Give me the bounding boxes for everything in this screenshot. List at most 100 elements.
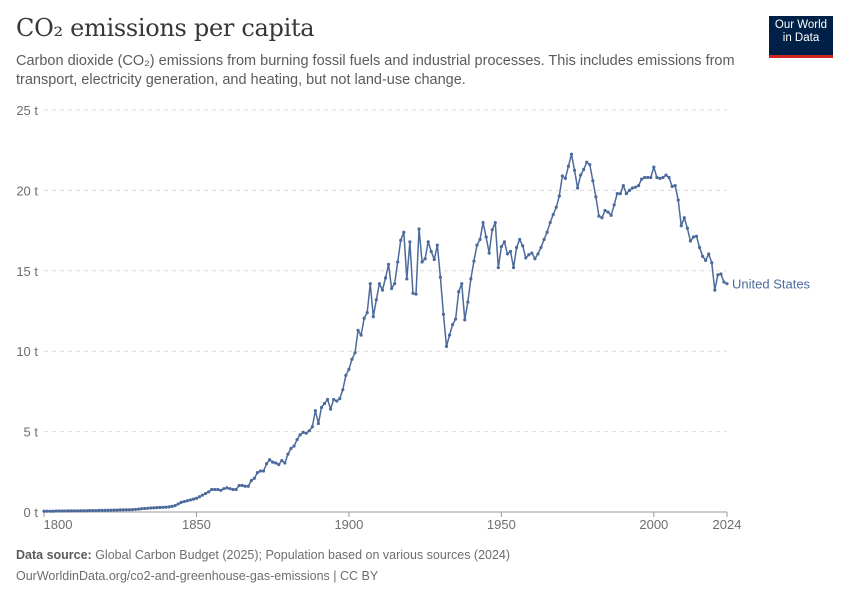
data-point <box>295 438 299 442</box>
data-point <box>588 163 592 167</box>
data-point <box>197 495 202 499</box>
data-point <box>505 252 510 256</box>
data-point <box>100 508 104 512</box>
data-point <box>380 288 385 292</box>
data-point <box>664 173 668 177</box>
data-point <box>575 186 580 190</box>
data-point <box>682 216 686 220</box>
source-url[interactable]: OurWorldinData.org/co2-and-greenhouse-ga… <box>16 569 379 583</box>
data-point <box>274 461 278 465</box>
data-point <box>414 292 418 296</box>
data-point <box>332 397 336 402</box>
data-point <box>579 173 583 177</box>
data-point <box>502 240 507 244</box>
data-point <box>316 421 321 426</box>
data-point <box>78 509 83 513</box>
data-point <box>460 282 464 286</box>
data-point <box>676 198 680 202</box>
data-point <box>496 265 500 270</box>
data-point <box>685 226 689 230</box>
data-point <box>97 508 101 512</box>
data-point <box>359 333 363 337</box>
data-point <box>106 508 110 512</box>
data-point <box>228 487 232 491</box>
data-point <box>429 249 433 254</box>
data-point <box>582 167 586 172</box>
owid-logo[interactable]: Our World in Data <box>769 16 833 58</box>
data-point <box>344 373 348 377</box>
data-point <box>243 484 247 488</box>
data-point <box>118 508 122 512</box>
data-point <box>633 185 638 189</box>
data-point <box>658 176 662 180</box>
data-point <box>246 484 250 488</box>
data-point <box>194 496 199 500</box>
data-point <box>63 509 67 513</box>
data-point <box>240 483 244 488</box>
data-point <box>716 273 720 277</box>
data-point <box>484 235 488 239</box>
data-point <box>569 152 574 156</box>
data-point <box>261 469 266 473</box>
data-point <box>353 351 357 355</box>
data-point <box>722 280 726 284</box>
data-point <box>536 252 540 256</box>
x-tick-label: 1850 <box>182 517 211 532</box>
data-point <box>545 230 549 234</box>
data-point <box>725 282 729 286</box>
data-point <box>707 252 711 256</box>
data-point <box>420 260 424 264</box>
data-point <box>396 260 400 264</box>
data-point <box>188 498 192 502</box>
data-point <box>591 179 595 183</box>
data-point <box>225 486 229 490</box>
data-point <box>704 258 708 262</box>
data-point <box>374 298 378 302</box>
data-point <box>441 312 446 316</box>
data-point <box>417 227 421 231</box>
chart-subtitle: Carbon dioxide (CO₂) emissions from burn… <box>16 53 735 88</box>
x-tick-label: 2024 <box>713 517 742 532</box>
data-point <box>264 462 269 466</box>
data-point <box>533 257 537 261</box>
data-point <box>563 176 567 180</box>
data-point <box>679 224 683 228</box>
y-tick-label: 25 t <box>16 103 38 118</box>
data-point <box>438 275 442 279</box>
data-point <box>66 509 70 513</box>
data-point <box>139 507 144 511</box>
data-point <box>57 509 61 513</box>
data-point <box>54 509 58 513</box>
data-point <box>627 188 632 192</box>
data-point <box>694 234 699 238</box>
data-point <box>450 323 455 327</box>
data-point <box>524 256 528 260</box>
data-point <box>444 344 449 348</box>
data-point <box>179 500 183 504</box>
data-point <box>152 506 156 510</box>
y-tick-label: 15 t <box>16 264 38 279</box>
data-point <box>518 237 522 242</box>
data-point <box>286 452 290 456</box>
data-point <box>322 401 327 406</box>
data-point <box>219 488 223 492</box>
data-point <box>72 509 77 513</box>
data-point <box>82 509 86 513</box>
data-point <box>356 328 360 332</box>
data-point <box>185 499 189 503</box>
data-point <box>329 407 333 411</box>
data-point <box>423 257 427 261</box>
data-point <box>213 487 217 492</box>
data-point <box>283 461 287 465</box>
data-point <box>469 277 473 281</box>
data-point <box>216 487 220 492</box>
y-tick-label: 20 t <box>16 183 38 198</box>
data-point <box>521 244 525 248</box>
data-point <box>655 175 659 180</box>
data-source: Data source: Global Carbon Budget (2025)… <box>16 548 510 562</box>
data-point <box>612 203 616 207</box>
data-point <box>204 491 208 496</box>
data-point <box>490 228 494 232</box>
data-point <box>454 317 458 321</box>
data-point <box>271 460 275 464</box>
